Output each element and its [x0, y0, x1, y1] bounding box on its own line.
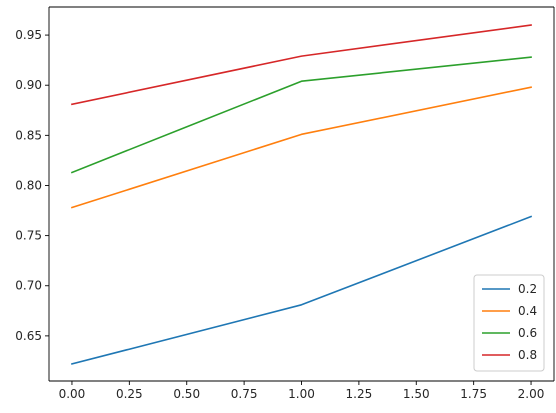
x-tick-label: 1.50 — [403, 387, 430, 401]
legend-label-0.6: 0.6 — [518, 326, 537, 340]
x-tick-label: 2.00 — [518, 387, 545, 401]
series-line-0.6 — [70, 56, 532, 174]
x-tick-label: 0.25 — [116, 387, 143, 401]
legend: 0.2 0.4 0.6 0.8 — [473, 274, 545, 372]
series-line-0.4 — [70, 86, 532, 209]
series-layer — [70, 24, 533, 365]
plot-area — [49, 7, 554, 381]
series-line-0.8 — [71, 24, 532, 106]
y-tick-label: 0.80 — [15, 178, 42, 192]
x-tick-label: 1.25 — [346, 387, 373, 401]
legend-box — [473, 274, 545, 372]
legend-label-0.8: 0.8 — [518, 348, 537, 362]
x-tick-label: 1.00 — [288, 387, 315, 401]
y-tick-label: 0.90 — [15, 78, 42, 92]
y-tick-label: 0.75 — [15, 229, 42, 243]
series-line-0.2 — [70, 215, 533, 365]
y-tick-label: 0.70 — [15, 279, 42, 293]
x-tick-label: 0.00 — [59, 387, 86, 401]
legend-label-0.4: 0.4 — [518, 304, 537, 318]
y-tick-label: 0.95 — [15, 28, 42, 42]
y-tick-label: 0.85 — [15, 128, 42, 142]
x-tick-label: 0.75 — [231, 387, 258, 401]
x-tick-label: 0.50 — [173, 387, 200, 401]
y-tick-label: 0.65 — [15, 329, 42, 343]
plot-background — [49, 7, 554, 381]
legend-label-0.2: 0.2 — [518, 282, 537, 296]
x-tick-label: 1.75 — [460, 387, 487, 401]
axes-layer: 0.00 0.25 0.50 0.75 1.00 1.25 1.50 1.75 2.00 0.65… — [15, 6, 555, 401]
